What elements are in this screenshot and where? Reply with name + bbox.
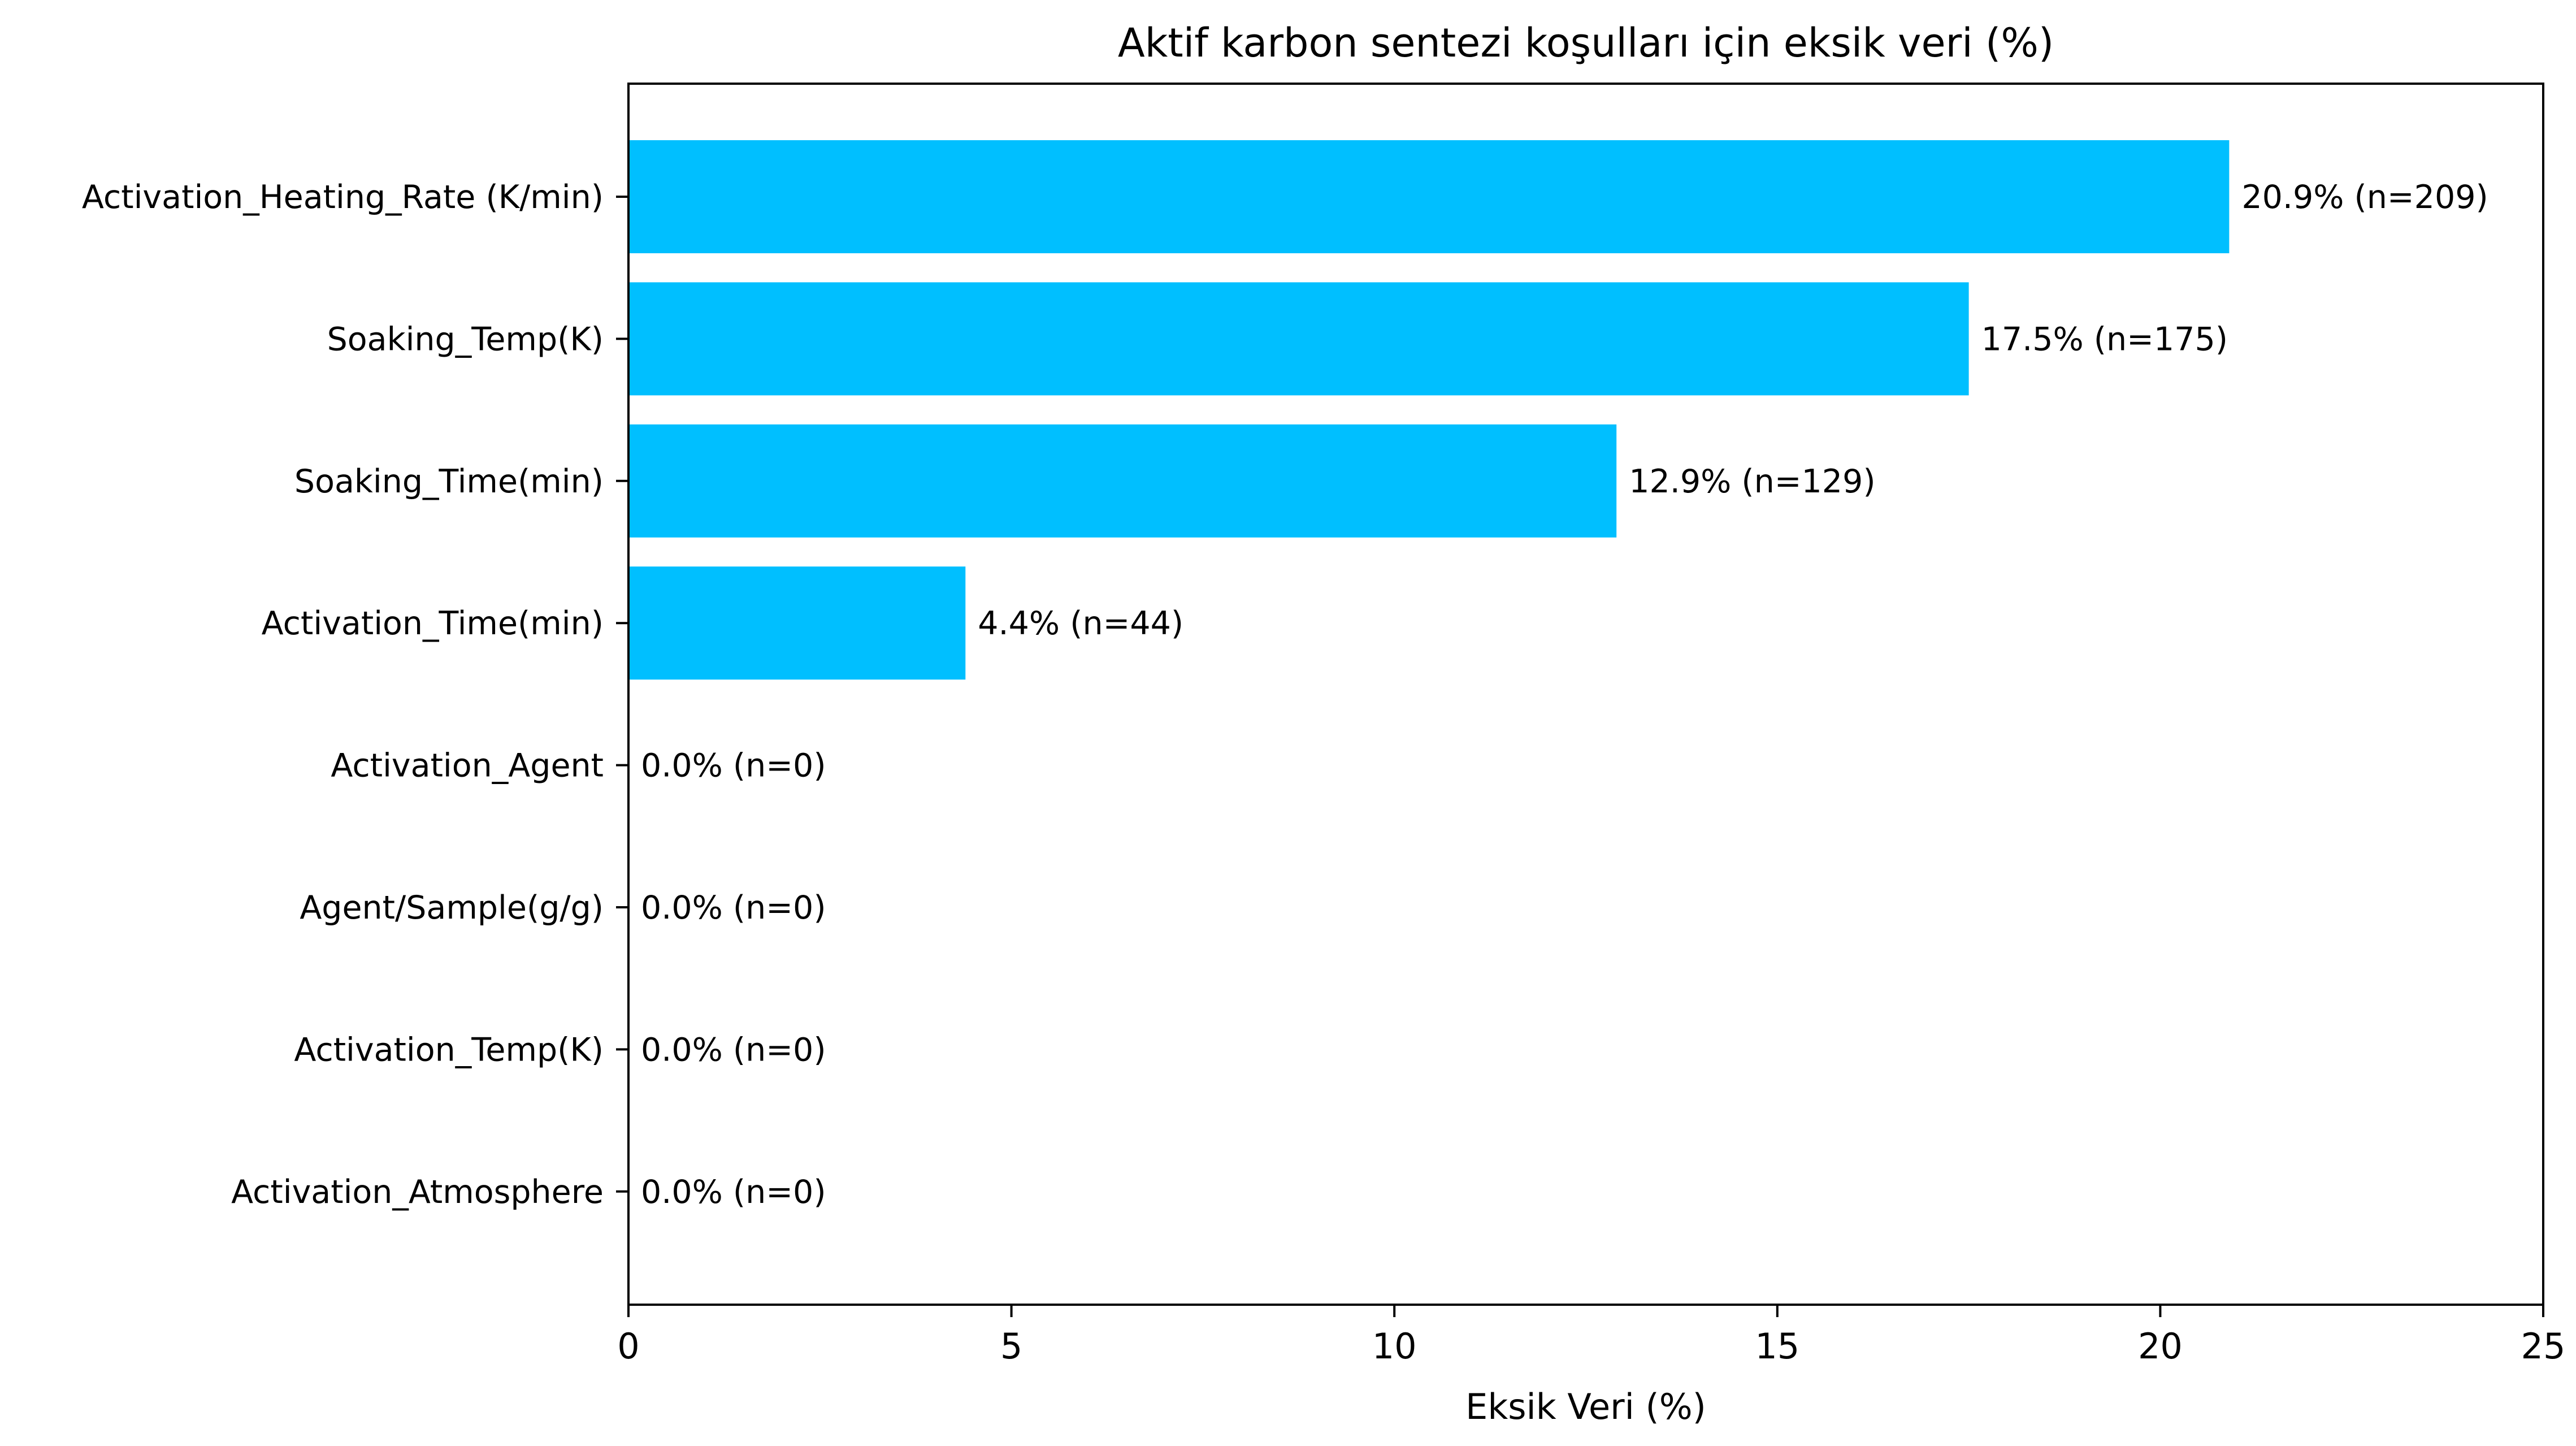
bar-0 [628,140,2230,253]
bar-data-label: 0.0% (n=0) [641,889,826,927]
bar-data-label: 0.0% (n=0) [641,1031,826,1068]
bar-data-label: 17.5% (n=175) [1981,321,2228,358]
y-tick-label: Agent/Sample(g/g) [300,889,604,927]
x-tick-label: 25 [2521,1326,2566,1367]
bar-data-label: 12.9% (n=129) [1629,463,1875,500]
y-axis-ticks: Activation_Heating_Rate (K/min) Soaking_T… [82,179,628,1211]
y-tick-label: Soaking_Time(min) [294,463,604,500]
x-axis-ticks: 0 5 10 15 20 25 [617,1305,2565,1367]
bars-layer: 20.9% (n=209) 17.5% (n=175) 12.9% (n=129) 4… [628,140,2488,1211]
x-axis-label: Eksik Veri (%) [1465,1386,1706,1427]
bar-data-label: 0.0% (n=0) [641,747,826,785]
y-tick-label: Activation_Heating_Rate (K/min) [82,179,604,216]
y-tick-label: Soaking_Temp(K) [327,321,604,358]
bar-2 [628,424,1617,538]
bar-data-label: 20.9% (n=209) [2241,179,2488,216]
y-tick-label: Activation_Time(min) [262,605,604,642]
plot-area-frame [627,83,2544,1306]
x-tick-label: 0 [617,1326,639,1367]
x-tick-label: 10 [1372,1326,1417,1367]
y-tick-label: Activation_Temp(K) [294,1031,604,1068]
bar-1 [628,282,1969,396]
bar-3 [628,566,966,680]
x-tick-label: 5 [1000,1326,1022,1367]
x-tick-label: 15 [1755,1326,1799,1367]
y-tick-label: Activation_Atmosphere [231,1174,604,1211]
bar-data-label: 0.0% (n=0) [641,1174,826,1211]
chart-title: Aktif karbon sentezi koşulları için eksi… [1118,20,2054,66]
x-tick-label: 20 [2138,1326,2183,1367]
bar-data-label: 4.4% (n=44) [978,605,1183,642]
y-tick-label: Activation_Agent [331,747,604,785]
